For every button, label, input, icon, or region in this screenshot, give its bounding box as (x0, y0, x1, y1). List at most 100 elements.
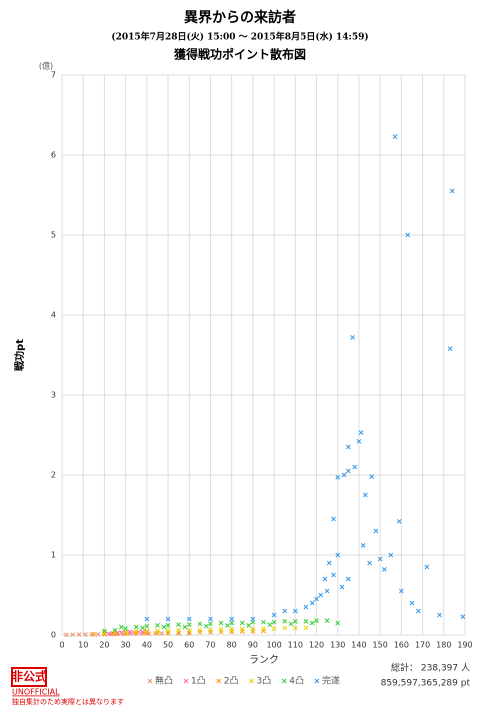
point (140, 631, 145, 637)
point (95, 632, 101, 637)
point (367, 560, 372, 566)
point (388, 552, 394, 558)
point (208, 627, 213, 633)
x-tick-label: 60 (184, 641, 194, 650)
point (229, 627, 235, 632)
point (309, 600, 315, 606)
point (155, 623, 160, 628)
x-tick-label: 20 (99, 641, 109, 650)
point (282, 625, 288, 631)
point (424, 564, 430, 570)
point (218, 627, 224, 632)
point (345, 468, 351, 474)
point (292, 608, 298, 614)
point (271, 626, 277, 631)
point (186, 627, 192, 633)
point (377, 556, 383, 562)
point (239, 626, 245, 632)
point (208, 616, 213, 622)
point (369, 474, 375, 479)
point (144, 629, 150, 635)
point (112, 631, 118, 637)
point (322, 576, 328, 582)
plot-area (61, 74, 466, 636)
y-tick-label: 5 (51, 231, 56, 240)
badge-en: UNOFFICIAL (12, 688, 60, 697)
point (303, 604, 309, 610)
point (356, 439, 362, 444)
point (326, 560, 332, 566)
point (165, 616, 171, 622)
disclaimer: 独自集計のため実際とは異なります (12, 697, 124, 706)
x-tick-label: 80 (227, 641, 237, 650)
point (282, 619, 288, 624)
point (127, 629, 133, 635)
point (218, 620, 224, 626)
x-tick-label: 70 (205, 641, 215, 650)
point (345, 444, 351, 450)
point (106, 631, 112, 637)
x-axis-label: ランク (249, 654, 279, 666)
subtitle: (2015年7月28日(火) 15:00 ～ 2015年8月5日(水) 14:5… (111, 31, 368, 43)
point (140, 625, 145, 631)
point (324, 588, 330, 594)
y-tick-label: 2 (51, 471, 56, 480)
legend-marker (216, 678, 222, 684)
point (261, 619, 266, 625)
point (133, 624, 139, 630)
total-points: 859,597,365,289 pt (381, 679, 471, 689)
point (292, 619, 298, 624)
x-tick-label: 170 (415, 641, 430, 650)
y-tick-label: 6 (51, 151, 56, 160)
point (339, 584, 345, 590)
point (282, 608, 288, 614)
point (409, 600, 415, 606)
point (362, 492, 368, 498)
point (292, 625, 298, 631)
legend-label: 2凸 (224, 676, 239, 687)
point (197, 627, 203, 633)
point (91, 631, 97, 637)
point (112, 627, 118, 633)
point (133, 629, 139, 634)
x-tick-label: 50 (163, 641, 173, 650)
point (360, 543, 366, 548)
x-tick-label: 90 (248, 641, 258, 650)
point (415, 608, 421, 614)
point (460, 614, 466, 619)
x-tick-label: 10 (78, 641, 88, 650)
point (82, 632, 88, 637)
point (250, 616, 256, 622)
point (373, 528, 379, 534)
point (271, 619, 277, 625)
y-tick-label: 3 (51, 391, 56, 400)
point (186, 622, 192, 627)
point (225, 623, 230, 628)
point (399, 588, 404, 594)
point (271, 612, 277, 618)
unit: (億) (39, 61, 53, 71)
point (63, 632, 69, 638)
legend-label: 4凸 (289, 676, 304, 687)
y-tick-label: 0 (51, 631, 56, 640)
point (318, 592, 324, 598)
badge-box (11, 667, 47, 687)
point (447, 346, 453, 351)
point (358, 430, 364, 435)
total-users: 238,397 人 (421, 663, 470, 674)
point (314, 618, 319, 623)
point (382, 567, 387, 572)
x-tick-label: 140 (351, 641, 366, 650)
point (102, 630, 107, 635)
point (335, 620, 341, 626)
point (203, 623, 209, 629)
point (250, 626, 256, 632)
point (159, 631, 165, 636)
point (119, 624, 124, 630)
point (102, 628, 107, 634)
point (309, 620, 315, 626)
total-label: 総計： (391, 662, 418, 674)
point (345, 576, 351, 582)
y-tick-label: 1 (51, 551, 56, 560)
point (396, 519, 402, 524)
